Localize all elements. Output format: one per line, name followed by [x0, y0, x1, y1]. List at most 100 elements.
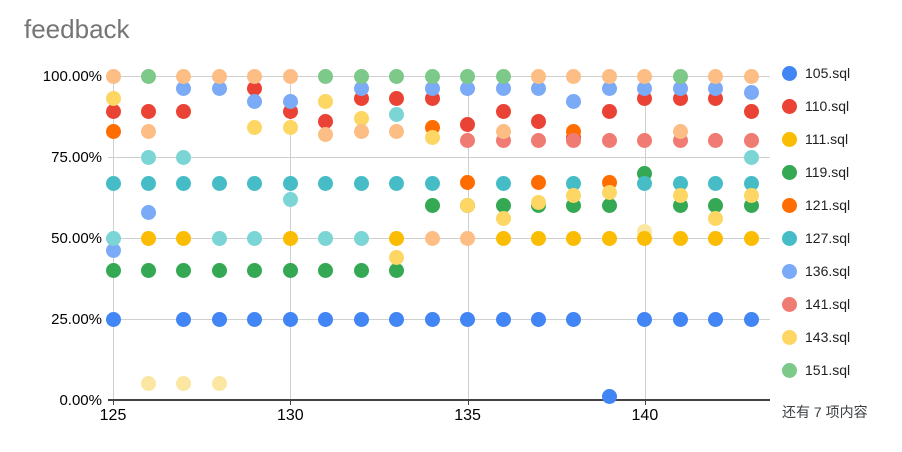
- data-point-105[interactable]: [353, 311, 369, 327]
- data-point-105[interactable]: [566, 311, 582, 327]
- data-point-extra-pale-yellow[interactable]: [140, 376, 156, 392]
- legend-item-141[interactable]: 141.sql: [782, 296, 850, 312]
- data-point-141[interactable]: [637, 133, 653, 149]
- data-point-151[interactable]: [140, 68, 156, 84]
- data-point-extra-light-teal[interactable]: [282, 191, 298, 207]
- data-point-127[interactable]: [211, 176, 227, 192]
- data-point-extra-peach[interactable]: [531, 68, 547, 84]
- data-point-136[interactable]: [140, 204, 156, 220]
- data-point-extra-peach[interactable]: [247, 68, 263, 84]
- data-point-105[interactable]: [672, 311, 688, 327]
- data-point-127[interactable]: [353, 176, 369, 192]
- data-point-141[interactable]: [708, 133, 724, 149]
- data-point-119[interactable]: [708, 198, 724, 214]
- data-point-105[interactable]: [708, 311, 724, 327]
- data-point-127[interactable]: [566, 176, 582, 192]
- data-point-127[interactable]: [743, 176, 759, 192]
- data-point-151[interactable]: [424, 68, 440, 84]
- data-point-110[interactable]: [105, 104, 121, 120]
- data-point-105[interactable]: [495, 311, 511, 327]
- data-point-105[interactable]: [105, 311, 121, 327]
- data-point-136[interactable]: [531, 81, 547, 97]
- data-point-143[interactable]: [460, 198, 476, 214]
- data-point-119[interactable]: [282, 262, 298, 278]
- data-point-110[interactable]: [743, 104, 759, 120]
- data-point-110[interactable]: [176, 104, 192, 120]
- data-point-136[interactable]: [743, 84, 759, 100]
- data-point-extra-peach[interactable]: [211, 68, 227, 84]
- data-point-136[interactable]: [637, 81, 653, 97]
- data-point-151[interactable]: [389, 68, 405, 84]
- data-point-143[interactable]: [743, 188, 759, 204]
- legend-item-119[interactable]: 119.sql: [782, 164, 849, 180]
- data-point-121[interactable]: [460, 175, 476, 191]
- data-point-143[interactable]: [105, 91, 121, 107]
- data-point-extra-peach[interactable]: [566, 68, 582, 84]
- legend-item-136[interactable]: 136.sql: [782, 263, 850, 279]
- data-point-127[interactable]: [318, 176, 334, 192]
- data-point-136[interactable]: [247, 94, 263, 110]
- data-point-136[interactable]: [495, 81, 511, 97]
- data-point-143[interactable]: [708, 211, 724, 227]
- data-point-105[interactable]: [318, 311, 334, 327]
- data-point-136[interactable]: [460, 81, 476, 97]
- data-point-119[interactable]: [211, 262, 227, 278]
- data-point-119[interactable]: [140, 262, 156, 278]
- legend-more-items[interactable]: 还有 7 项内容: [782, 404, 868, 420]
- data-point-141[interactable]: [566, 133, 582, 149]
- data-point-extra-light-teal[interactable]: [140, 149, 156, 165]
- data-point-127[interactable]: [424, 176, 440, 192]
- data-point-extra-peach[interactable]: [743, 68, 759, 84]
- data-point-extra-peach[interactable]: [460, 230, 476, 246]
- data-point-119[interactable]: [389, 262, 405, 278]
- data-point-extra-peach[interactable]: [708, 68, 724, 84]
- data-point-141[interactable]: [601, 133, 617, 149]
- data-point-111[interactable]: [140, 230, 156, 246]
- legend-item-111[interactable]: 111.sql: [782, 131, 848, 147]
- data-point-110[interactable]: [389, 91, 405, 107]
- data-point-extra-light-teal[interactable]: [318, 230, 334, 246]
- data-point-127[interactable]: [176, 176, 192, 192]
- data-point-111[interactable]: [672, 230, 688, 246]
- data-point-151[interactable]: [672, 68, 688, 84]
- data-point-143[interactable]: [282, 120, 298, 136]
- data-point-111[interactable]: [282, 230, 298, 246]
- data-point-127[interactable]: [105, 176, 121, 192]
- data-point-127[interactable]: [708, 176, 724, 192]
- legend-item-127[interactable]: 127.sql: [782, 230, 850, 246]
- data-point-127[interactable]: [282, 176, 298, 192]
- data-point-111[interactable]: [495, 230, 511, 246]
- legend-item-121[interactable]: 121.sql: [782, 197, 850, 213]
- data-point-136[interactable]: [566, 94, 582, 110]
- data-point-136[interactable]: [672, 81, 688, 97]
- data-point-105[interactable]: [743, 311, 759, 327]
- data-point-151[interactable]: [318, 68, 334, 84]
- data-point-110[interactable]: [140, 104, 156, 120]
- data-point-127[interactable]: [672, 176, 688, 192]
- data-point-110[interactable]: [601, 104, 617, 120]
- legend-item-151[interactable]: 151.sql: [782, 362, 850, 378]
- data-point-136[interactable]: [176, 81, 192, 97]
- data-point-141[interactable]: [531, 133, 547, 149]
- data-point-105[interactable]: [531, 311, 547, 327]
- data-point-121[interactable]: [531, 175, 547, 191]
- data-point-105[interactable]: [211, 311, 227, 327]
- data-point-105[interactable]: [424, 311, 440, 327]
- data-point-136[interactable]: [282, 94, 298, 110]
- data-point-extra-peach[interactable]: [318, 126, 334, 142]
- data-point-extra-peach[interactable]: [353, 123, 369, 139]
- data-point-111[interactable]: [566, 230, 582, 246]
- data-point-127[interactable]: [495, 176, 511, 192]
- data-point-extra-peach[interactable]: [424, 230, 440, 246]
- data-point-105[interactable]: [282, 311, 298, 327]
- data-point-143[interactable]: [247, 120, 263, 136]
- data-point-extra-peach[interactable]: [140, 123, 156, 139]
- data-point-111[interactable]: [601, 230, 617, 246]
- data-point-151[interactable]: [353, 68, 369, 84]
- data-point-143[interactable]: [495, 211, 511, 227]
- data-point-141[interactable]: [743, 133, 759, 149]
- data-point-105[interactable]: [247, 311, 263, 327]
- data-point-extra-light-teal[interactable]: [176, 149, 192, 165]
- data-point-127[interactable]: [389, 176, 405, 192]
- data-point-110[interactable]: [460, 117, 476, 133]
